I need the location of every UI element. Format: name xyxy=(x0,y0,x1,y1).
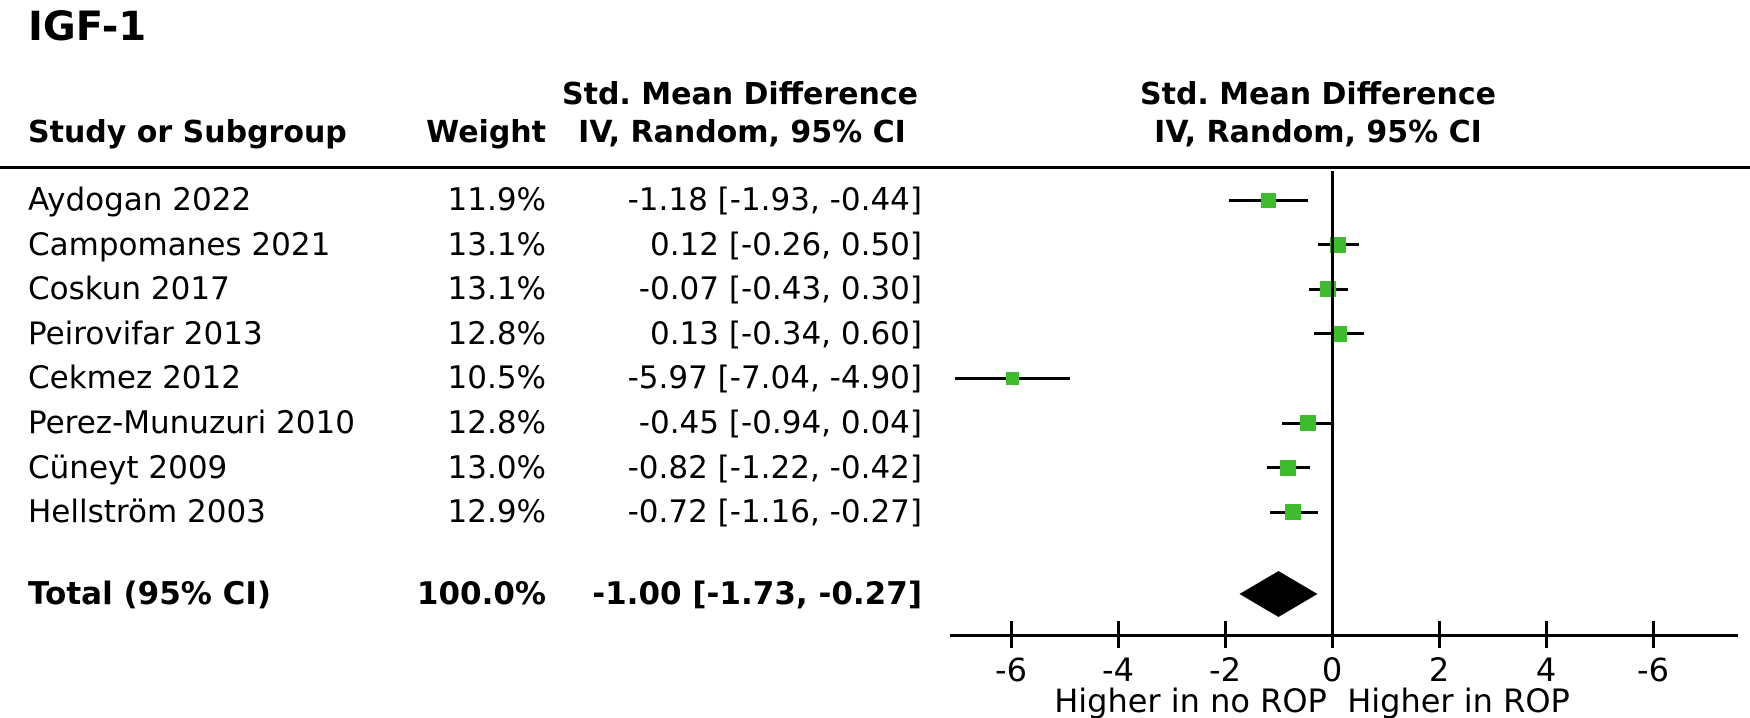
study-smd-ci: -5.97 [-7.04, -4.90] xyxy=(627,360,922,397)
effect-marker xyxy=(1006,371,1020,385)
effect-marker xyxy=(1299,415,1316,431)
study-name: Aydogan 2022 xyxy=(28,182,252,218)
study-name: Cekmez 2012 xyxy=(28,360,241,397)
axis-label-left: Higher in no ROP xyxy=(1054,682,1327,718)
axis-tick-label: -6 xyxy=(1637,651,1669,689)
axis-tick-label: -6 xyxy=(995,651,1027,689)
study-weight: 12.8% xyxy=(447,405,546,441)
total-label: Total (95% CI) xyxy=(28,576,272,612)
weight-column-header: Weight xyxy=(426,115,546,150)
study-smd-ci: -0.82 [-1.22, -0.42] xyxy=(627,449,922,486)
effect-marker xyxy=(1330,236,1347,253)
study-name: Campomanes 2021 xyxy=(28,226,331,263)
axis-tick xyxy=(1651,621,1655,648)
axis-tick xyxy=(1330,621,1334,648)
axis-tick xyxy=(1223,621,1227,648)
study-weight: 11.9% xyxy=(447,182,546,218)
x-axis-line xyxy=(950,634,1738,637)
plot-header-line1: Std. Mean Difference xyxy=(1140,77,1496,112)
axis-tick-label: 4 xyxy=(1535,651,1557,689)
study-weight: 13.0% xyxy=(447,449,546,486)
study-smd-ci: -0.72 [-1.16, -0.27] xyxy=(627,494,922,531)
study-name: Perez-Munuzuri 2010 xyxy=(28,405,355,441)
study-name: Hellström 2003 xyxy=(28,494,266,531)
plot-header-line2: IV, Random, 95% CI xyxy=(1154,115,1482,150)
study-name: Coskun 2017 xyxy=(28,271,230,308)
axis-tick xyxy=(1009,621,1013,648)
smd-column-header-line1: Std. Mean Difference xyxy=(562,77,918,112)
study-smd-ci: -0.45 [-0.94, 0.04] xyxy=(638,405,922,441)
axis-tick-label: -2 xyxy=(1209,651,1241,689)
study-weight: 10.5% xyxy=(447,360,546,397)
study-column-header: Study or Subgroup xyxy=(28,115,347,150)
header-separator-line xyxy=(0,166,1750,169)
axis-label-spacer xyxy=(1327,682,1347,718)
effect-marker xyxy=(1280,459,1297,476)
study-name: Cüneyt 2009 xyxy=(28,449,228,486)
study-weight: 12.8% xyxy=(447,315,546,352)
study-name: Peirovifar 2013 xyxy=(28,315,263,352)
axis-label-right: Higher in ROP xyxy=(1347,682,1570,718)
figure-title: IGF-1 xyxy=(28,4,147,50)
axis-tick xyxy=(1437,621,1441,648)
effect-marker xyxy=(1285,504,1302,521)
study-weight: 13.1% xyxy=(447,226,546,263)
study-smd-ci: 0.12 [-0.26, 0.50] xyxy=(649,226,922,263)
axis-tick xyxy=(1544,621,1548,648)
effect-marker xyxy=(1330,325,1347,342)
study-smd-ci: 0.13 [-0.34, 0.60] xyxy=(649,315,922,352)
zero-line xyxy=(1330,171,1334,634)
study-weight: 12.9% xyxy=(447,494,546,531)
total-diamond xyxy=(1239,571,1318,617)
axis-tick xyxy=(1116,621,1120,648)
study-weight: 13.1% xyxy=(447,271,546,308)
axis-tick-label: 0 xyxy=(1321,651,1343,689)
effect-marker xyxy=(1261,192,1277,208)
total-weight: 100.0% xyxy=(416,576,546,612)
study-smd-ci: -0.07 [-0.43, 0.30] xyxy=(638,271,922,308)
axis-tick-label: -4 xyxy=(1102,651,1134,689)
smd-column-header-line2: IV, Random, 95% CI xyxy=(578,115,906,150)
axis-tick-label: 2 xyxy=(1428,651,1450,689)
study-smd-ci: -1.18 [-1.93, -0.44] xyxy=(627,182,922,218)
axis-direction-labels: Higher in no ROP Higher in ROP xyxy=(1054,682,1570,718)
total-smd-ci: -1.00 [-1.73, -0.27] xyxy=(592,576,922,612)
effect-marker xyxy=(1320,281,1337,298)
